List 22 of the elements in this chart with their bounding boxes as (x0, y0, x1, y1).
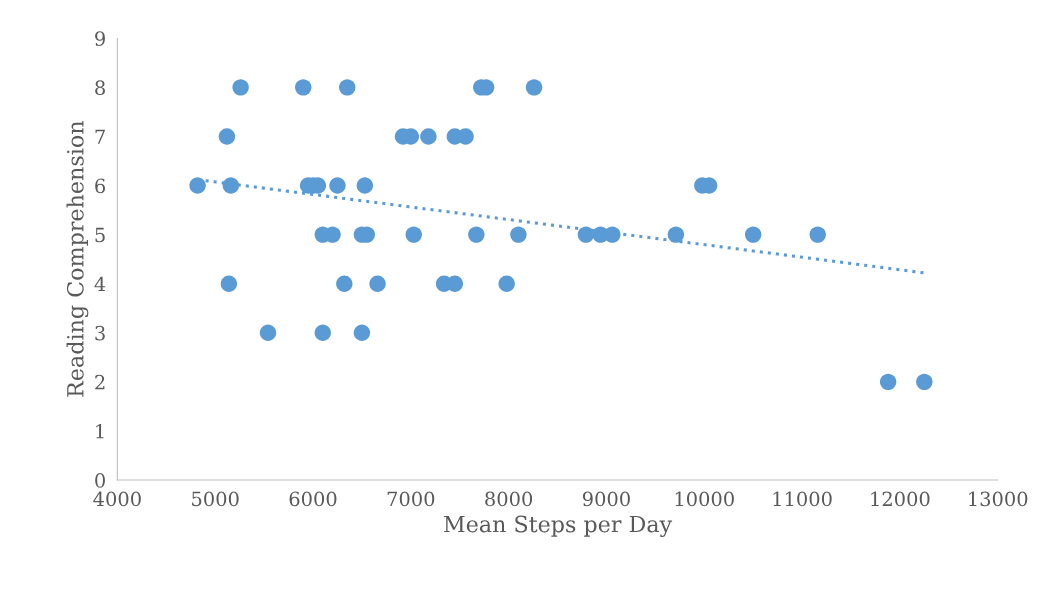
y-tick-label: 9 (95, 31, 105, 46)
y-tick-label: 7 (95, 129, 105, 144)
x-axis-title: Mean Steps per Day (444, 515, 673, 538)
x-tick-label: 6000 (289, 491, 337, 507)
y-axis-title: Reading Comprehension (66, 121, 89, 397)
x-tick-label: 11000 (773, 491, 832, 507)
y-tick-label: 5 (95, 227, 105, 243)
x-tick-label: 12000 (871, 491, 930, 507)
y-tick-label: 0 (95, 472, 105, 488)
y-tick-label: 4 (94, 276, 106, 292)
x-tick-label: 7000 (387, 491, 435, 507)
y-tick-label: 8 (95, 80, 105, 96)
x-tick-label: 13000 (969, 491, 1028, 507)
x-tick-label: 5000 (192, 491, 239, 507)
x-tick-label: 10000 (675, 491, 734, 507)
y-tick-label: 6 (95, 178, 106, 194)
y-tick-label: 1 (96, 423, 104, 439)
x-tick-label: 4000 (93, 491, 141, 507)
y-tick-label: 3 (95, 325, 105, 341)
x-tick-label: 9000 (582, 491, 630, 507)
x-tick-label: 8000 (485, 491, 533, 507)
y-tick-label: 2 (95, 374, 105, 390)
